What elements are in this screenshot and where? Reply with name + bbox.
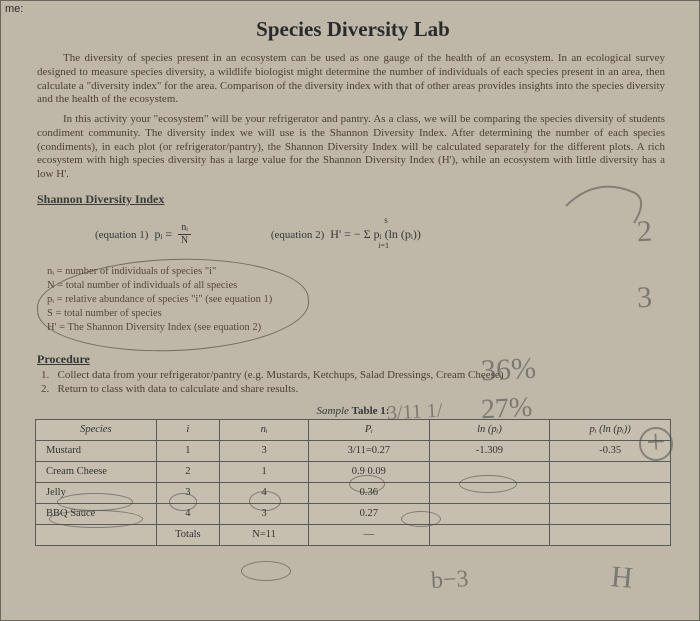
th-ni: nᵢ	[220, 419, 309, 440]
table-row: BBQ Sauce 4 3 0.27	[36, 503, 671, 524]
cell-species: Cream Cheese	[36, 461, 157, 482]
intro-paragraph-1: The diversity of species present in an e…	[37, 52, 665, 107]
th-species: Species	[36, 419, 157, 440]
cell-pl	[550, 503, 671, 524]
def-N: N = total number of individuals of all s…	[47, 279, 665, 293]
cell-ln	[429, 461, 550, 482]
eq2-sumtop: s	[384, 215, 388, 225]
definitions-block: nᵢ = number of individuals of species "i…	[41, 261, 671, 340]
cell-species: BBQ Sauce	[36, 503, 157, 524]
cell-pi: 0.9 0.09	[309, 461, 430, 482]
cell-empty	[429, 524, 550, 545]
para1-text: The diversity of species present in an e…	[37, 52, 665, 105]
cell-i: 3	[156, 482, 220, 503]
para2-text: In this activity your "ecosystem" will b…	[37, 113, 665, 180]
def-H: H' = The Shannon Diversity Index (see eq…	[47, 321, 665, 335]
eq1-denominator: N	[181, 235, 188, 246]
cell-empty	[36, 524, 157, 545]
cell-ln	[429, 482, 550, 503]
shannon-heading: Shannon Diversity Index	[37, 192, 671, 207]
corner-text: me:	[5, 3, 23, 15]
cell-pi: 0.27	[309, 503, 430, 524]
procedure-item-2: 2. Return to class with data to calculat…	[41, 383, 671, 395]
eq1-lhs: pᵢ =	[154, 227, 172, 242]
sample-table-title: Sample Table 1:	[35, 405, 671, 417]
eq2-body: H' = − Σ pᵢ (ln (pᵢ))	[330, 227, 421, 241]
worksheet-page: me: Species Diversity Lab The diversity …	[1, 1, 699, 620]
cell-totals-dash: —	[309, 524, 430, 545]
intro-paragraph-2: In this activity your "ecosystem" will b…	[37, 113, 665, 182]
def-pi: pᵢ = relative abundance of species "i" (…	[47, 293, 665, 307]
pencil-oval-n11	[241, 561, 291, 581]
sample-title-text: Table 1:	[352, 405, 390, 417]
cell-i: 2	[156, 461, 220, 482]
equations-row: (equation 1) pᵢ = nᵢ N (equation 2) s H'…	[95, 215, 671, 255]
eq2-label: (equation 2)	[271, 229, 324, 241]
cell-pl: -0.35	[550, 440, 671, 461]
eq1-fraction: nᵢ N	[178, 223, 191, 246]
cell-empty	[550, 524, 671, 545]
cell-pi: 3/11=0.27	[309, 440, 430, 461]
cell-i: 4	[156, 503, 220, 524]
eq1-numerator: nᵢ	[178, 223, 191, 235]
proc2-num: 2.	[41, 383, 49, 395]
cell-totals-label: Totals	[156, 524, 220, 545]
th-pilnpi: pᵢ (ln (pᵢ))	[550, 419, 671, 440]
cell-pl	[550, 482, 671, 503]
cell-species: Mustard	[36, 440, 157, 461]
sample-label: Sample	[317, 405, 349, 417]
cell-pi: 0.36	[309, 482, 430, 503]
table-row: Jelly 3 4 0.36	[36, 482, 671, 503]
cell-ni: 3	[220, 440, 309, 461]
cell-ln: -1.309	[429, 440, 550, 461]
equation-2: (equation 2) s H' = − Σ pᵢ (ln (pᵢ)) i=1	[271, 227, 421, 242]
proc1-text: Collect data from your refrigerator/pant…	[58, 369, 504, 381]
handwriting-b3: b−3	[430, 566, 469, 595]
procedure-item-1: 1. Collect data from your refrigerator/p…	[41, 369, 671, 381]
cell-i: 1	[156, 440, 220, 461]
cell-ni: 3	[220, 503, 309, 524]
cell-ni: 1	[220, 461, 309, 482]
table-header-row: Species i nᵢ Pᵢ ln (pᵢ) pᵢ (ln (pᵢ))	[36, 419, 671, 440]
sample-table: Species i nᵢ Pᵢ ln (pᵢ) pᵢ (ln (pᵢ)) Mus…	[35, 419, 671, 546]
table-totals-row: Totals N=11 —	[36, 524, 671, 545]
cell-ni: 4	[220, 482, 309, 503]
page-title: Species Diversity Lab	[35, 17, 671, 42]
proc1-num: 1.	[41, 369, 49, 381]
handwriting-H: H	[610, 560, 635, 596]
cell-ln	[429, 503, 550, 524]
cell-totals-n: N=11	[220, 524, 309, 545]
eq2-sumbot: i=1	[378, 241, 389, 250]
procedure-heading: Procedure	[37, 352, 671, 367]
cell-pl	[550, 461, 671, 482]
equation-1: (equation 1) pᵢ = nᵢ N	[95, 223, 191, 246]
eq1-label: (equation 1)	[95, 229, 148, 241]
th-pi: Pᵢ	[309, 419, 430, 440]
procedure-list: 1. Collect data from your refrigerator/p…	[41, 369, 671, 395]
table-row: Cream Cheese 2 1 0.9 0.09	[36, 461, 671, 482]
th-i: i	[156, 419, 220, 440]
def-ni: nᵢ = number of individuals of species "i…	[47, 265, 665, 279]
def-S: S = total number of species	[47, 307, 665, 321]
proc2-text: Return to class with data to calculate a…	[58, 383, 299, 395]
cell-species: Jelly	[36, 482, 157, 503]
th-lnpi: ln (pᵢ)	[429, 419, 550, 440]
table-row: Mustard 1 3 3/11=0.27 -1.309 -0.35	[36, 440, 671, 461]
